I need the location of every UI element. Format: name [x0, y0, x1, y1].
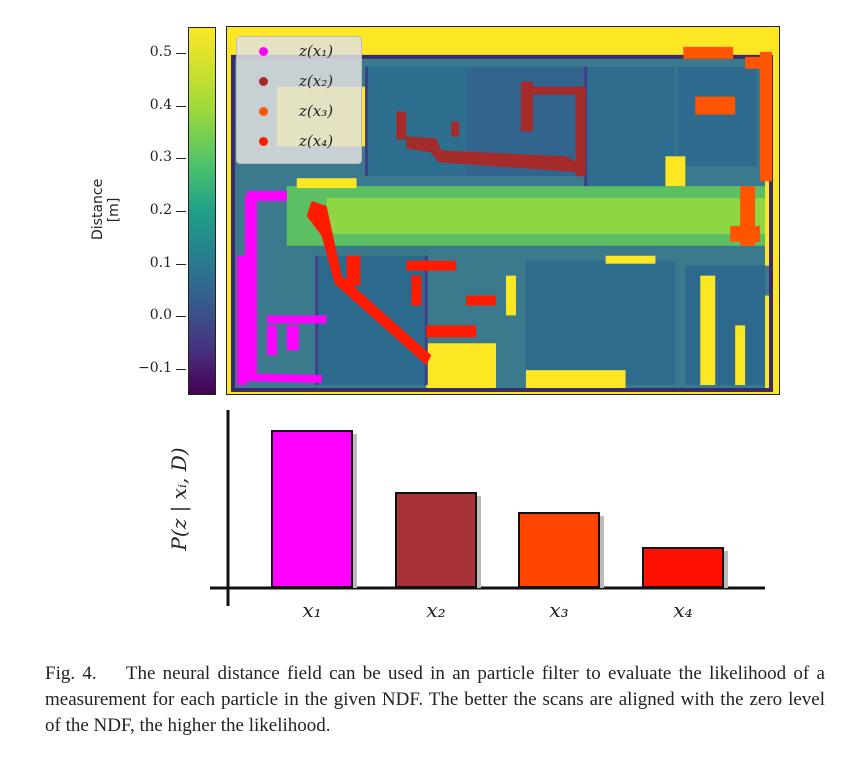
- figure-caption: Fig. 4. The neural distance field can be…: [45, 661, 825, 739]
- legend-marker: [259, 47, 268, 56]
- map-legend: z(x₁) z(x₂) z(x₃) z(x₄): [236, 36, 362, 164]
- bar: [271, 430, 353, 588]
- colorbar-tick-label: −0.1: [138, 359, 172, 376]
- x-tick-label: x₁: [302, 598, 322, 622]
- legend-item: z(x₁): [237, 39, 361, 67]
- bar-chart-axes: [210, 410, 765, 606]
- colorbar-tick: [176, 211, 186, 212]
- legend-item: z(x₄): [237, 129, 361, 157]
- colorbar-tick-label: 0.3: [149, 149, 172, 166]
- colorbar-tick-label: 0.5: [149, 44, 172, 61]
- legend-marker: [259, 77, 268, 86]
- bar: [395, 491, 477, 588]
- legend-label: z(x₁): [299, 42, 334, 60]
- colorbar-tick-label: 0.4: [149, 96, 172, 113]
- y-axis-label: P(z | xᵢ, D): [167, 447, 191, 551]
- colorbar-tick: [176, 158, 186, 160]
- scan-x3: [683, 46, 773, 246]
- x-tick-label: x₃: [549, 598, 569, 622]
- colorbar-tick-label: 0.1: [149, 254, 172, 271]
- colorbar-tick: [176, 53, 186, 55]
- colorbar-tick: [176, 105, 186, 107]
- bar: [518, 512, 600, 588]
- bar: [642, 546, 724, 588]
- colorbar-tick: [176, 263, 186, 265]
- colorbar: [188, 27, 216, 395]
- legend-label: z(x₂): [299, 72, 334, 90]
- colorbar-tick-label: 0.0: [149, 307, 172, 324]
- caption-text: The neural distance field can be used in…: [45, 663, 825, 736]
- scan-x4: [306, 201, 497, 366]
- legend-label: z(x₄): [299, 132, 334, 150]
- colorbar-tick: [176, 368, 186, 370]
- legend-marker: [259, 137, 268, 146]
- scan-x1: [236, 191, 327, 386]
- x-tick-label: x₄: [673, 598, 693, 622]
- colorbar-tick-label: 0.2: [149, 202, 172, 218]
- scan-x2: [396, 81, 586, 177]
- caption-label: Fig. 4.: [45, 663, 97, 684]
- x-tick-label: x₂: [426, 598, 446, 622]
- legend-item: z(x₂): [237, 69, 361, 97]
- legend-label: z(x₃): [299, 102, 334, 120]
- legend-item: z(x₃): [237, 99, 361, 127]
- legend-marker: [259, 107, 268, 116]
- colorbar-tick: [176, 316, 186, 318]
